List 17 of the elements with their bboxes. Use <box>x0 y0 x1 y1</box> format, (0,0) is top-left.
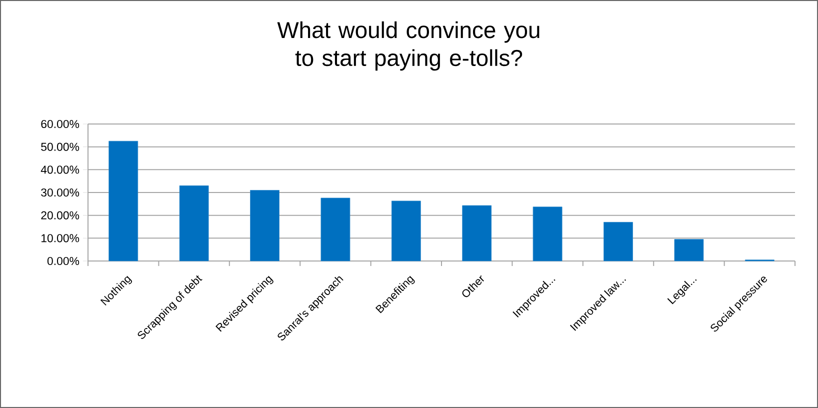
bar <box>250 190 280 262</box>
bar <box>391 200 421 262</box>
y-tick-label: 60.00% <box>41 120 80 128</box>
bar <box>674 239 704 262</box>
bar <box>462 205 492 262</box>
y-tick-label: 10.00% <box>41 234 80 242</box>
bar <box>320 198 350 262</box>
y-tick-label: 0.00% <box>47 256 80 266</box>
y-tick-label: 40.00% <box>40 166 80 174</box>
bar <box>532 206 562 262</box>
y-tick-label: 30.00% <box>41 188 80 197</box>
bar <box>108 140 138 262</box>
chart-title: What would convince you to start paying e-tolls? <box>277 21 540 71</box>
y-tick-label: 50.00% <box>41 142 80 151</box>
y-tick-label: 20.00% <box>41 211 80 220</box>
bar <box>604 222 633 262</box>
bar <box>179 185 209 262</box>
